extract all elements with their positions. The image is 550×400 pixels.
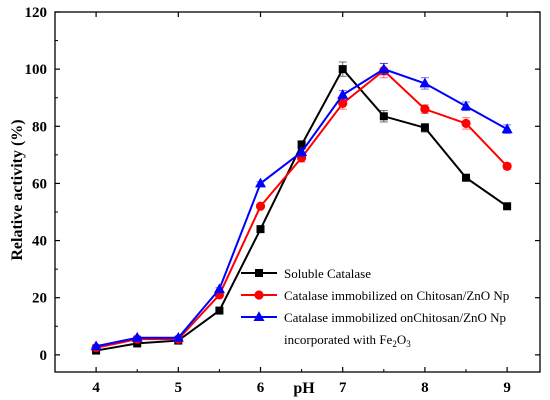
- data-point: [501, 123, 513, 134]
- data-point: [255, 201, 266, 211]
- y-tick-label: 0: [40, 348, 48, 364]
- data-point: [337, 89, 349, 99]
- data-point: [420, 104, 430, 114]
- data-point: [461, 118, 471, 129]
- data-point: [255, 177, 267, 188]
- series-line: [95, 69, 508, 349]
- y-tick-label: 20: [32, 291, 47, 307]
- y-tick-label: 60: [32, 176, 47, 192]
- series-line: [95, 68, 508, 348]
- y-tick-label: 40: [32, 234, 47, 250]
- data-point: [256, 225, 265, 234]
- y-tick-label: 100: [25, 62, 48, 78]
- data-point: [338, 98, 348, 109]
- data-point: [462, 173, 471, 182]
- y-tick-label: 80: [32, 119, 47, 135]
- data-point: [378, 63, 390, 74]
- x-tick-label: 5: [175, 380, 183, 396]
- y-axis-title: Relative activity (%): [9, 119, 26, 260]
- data-point: [296, 146, 308, 156]
- data-point: [338, 65, 347, 74]
- legend-marker: [254, 290, 264, 300]
- data-point: [297, 140, 306, 149]
- data-point: [213, 283, 225, 294]
- plot-frame: [54, 11, 541, 373]
- data-point: [131, 331, 143, 342]
- x-axis-title: pH: [293, 380, 315, 397]
- x-tick-label: 7: [339, 380, 347, 396]
- data-point: [419, 77, 431, 88]
- x-tick-label: 8: [421, 380, 429, 396]
- data-point: [90, 340, 102, 351]
- legend-marker: [253, 311, 265, 321]
- legend-label-fe2o3-line2: incorporated with Fe2O3: [284, 332, 411, 349]
- x-tick-label: 9: [503, 380, 511, 396]
- data-point: [215, 306, 224, 315]
- legend-label-soluble: Soluble Catalase: [284, 266, 371, 281]
- data-point: [420, 123, 429, 132]
- data-point: [503, 202, 512, 211]
- data-point: [460, 100, 472, 111]
- legend-marker: [255, 269, 263, 277]
- legend-label-chitosan-zno: Catalase immobilized on Chitosan/ZnO Np: [284, 288, 509, 303]
- data-point: [379, 112, 388, 121]
- legend: Soluble Catalase Catalase immobilized on…: [241, 266, 509, 349]
- x-tick-label: 6: [257, 380, 265, 396]
- series-2: [90, 62, 513, 351]
- series-line: [95, 67, 508, 352]
- legend-label-fe2o3-line1: Catalase immobilized onChitosan/ZnO Np: [284, 310, 506, 325]
- series-1: [91, 62, 512, 353]
- axes: 0 20 40 60 80 100 120 4 5 6 7 8 9: [25, 5, 541, 396]
- y-tick-label: 120: [25, 5, 48, 21]
- data-point: [172, 331, 184, 342]
- data-point: [502, 161, 512, 171]
- x-tick-label: 4: [92, 380, 100, 396]
